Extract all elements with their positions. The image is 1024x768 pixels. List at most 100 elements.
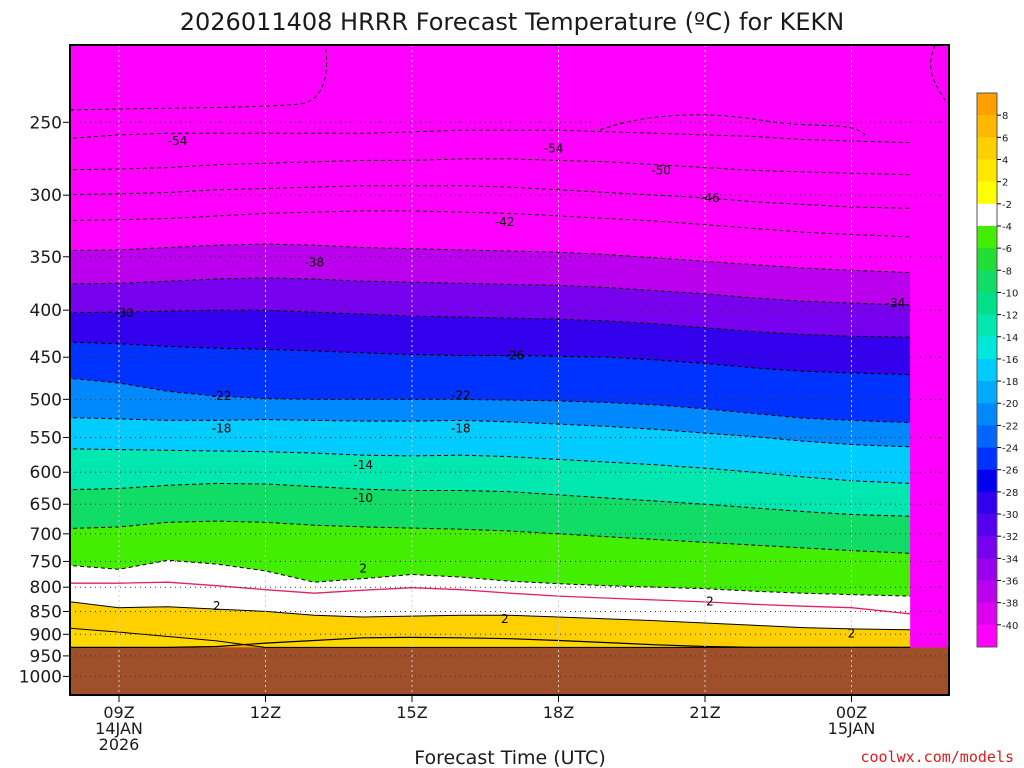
colorbar-label: -2 (1002, 200, 1012, 211)
colorbar-segment (977, 381, 997, 404)
colorbar-label: -34 (1002, 554, 1018, 565)
colorbar-segment (977, 514, 997, 537)
colorbar-label: -36 (1002, 577, 1018, 588)
isotherm-line (599, 114, 866, 136)
temperature-band (70, 130, 911, 175)
colorbar-segment (977, 292, 997, 316)
colorbar-label: -20 (1002, 399, 1018, 410)
colorbar: 8 6 4 2 -2 -4 -6 -8 -10 -12 -14 -16 -18 -20 -22 -24 -26 -… (976, 92, 1018, 648)
contour-label: -62 (41, 61, 61, 75)
y-tick-label: 1000 (19, 667, 62, 687)
colorbar-label: -8 (1002, 266, 1012, 277)
contour-label: -46 (700, 191, 720, 205)
isotherm-line (70, 277, 911, 306)
y-tick-label: 400 (30, 301, 62, 321)
isotherm-line (70, 520, 911, 554)
contour-label: 2 (706, 594, 714, 608)
temperature-band (70, 244, 911, 306)
temperature-band (70, 310, 911, 375)
colorbar-segment (977, 181, 997, 205)
contour-label: -18 (451, 422, 471, 436)
contour-label: -10 (353, 491, 373, 505)
temperature-band (70, 378, 911, 447)
colorbar-label: -38 (1002, 599, 1018, 610)
isotherm-line (70, 601, 911, 631)
colorbar-label: 4 (1002, 155, 1008, 166)
x-tick-label: 14JAN (95, 719, 143, 738)
temperature-band (70, 277, 911, 338)
temperature-band (70, 601, 911, 648)
plot-area: -62 -54 -54 -50 -46 -42 -38 -34 -30 -26 -22 -22 -18 -… (41, 45, 949, 695)
y-tick-label: 950 (30, 647, 62, 667)
y-tick-label: 300 (30, 186, 62, 206)
x-tick-label: 18Z (543, 703, 574, 722)
contour-label: -14 (353, 458, 373, 472)
colorbar-segment (977, 425, 997, 449)
isotherm-line (70, 210, 911, 238)
colorbar-segment (977, 336, 997, 360)
isotherm-line (70, 243, 911, 273)
credit-link[interactable]: coolwx.com/models (860, 748, 1014, 766)
temperature-band (70, 448, 911, 517)
contour-label: -54 (168, 134, 188, 148)
contour-label: -54 (544, 142, 564, 156)
colorbar-segment (977, 203, 997, 227)
x-tick-label: 21Z (689, 703, 720, 722)
isotherm-line (70, 158, 911, 176)
contour-label: -38 (305, 255, 325, 269)
colorbar-segment (977, 225, 997, 249)
colorbar-label: -40 (1002, 621, 1018, 632)
y-tick-label: 650 (30, 495, 62, 515)
x-tick-label: 09Z (103, 703, 134, 722)
colorbar-label: -4 (1002, 222, 1012, 233)
colorbar-label: -14 (1002, 333, 1018, 344)
colorbar-label: -16 (1002, 355, 1018, 366)
x-tick-label: 2026 (99, 735, 140, 754)
colorbar-segment (977, 580, 997, 604)
colorbar-segment (977, 469, 997, 493)
colorbar-label: -28 (1002, 488, 1018, 499)
x-tick-label: 00Z (836, 703, 867, 722)
isotherm-line (70, 185, 911, 209)
temperature-band (70, 521, 911, 597)
colorbar-label: -26 (1002, 466, 1018, 477)
x-axis-title: Forecast Time (UTC) (414, 747, 605, 768)
contour-label: -18 (212, 422, 232, 436)
y-tick-label: 700 (30, 525, 62, 545)
colorbar-segment (977, 536, 997, 559)
warm-pocket-line (70, 636, 911, 648)
temperature-band (70, 483, 911, 554)
above-freezing-white-band (70, 582, 911, 630)
isotherm-line (70, 309, 911, 338)
y-tick-label: 750 (30, 552, 62, 572)
plot-frame (69, 44, 950, 696)
axes: 250 300 350 400 450 500 550 600 650 700 750 800 850 9… (19, 44, 950, 754)
y-tick-label: 900 (30, 625, 62, 645)
isotherm-line (70, 129, 911, 144)
colorbar-segment (977, 447, 997, 471)
freezing-line (70, 581, 911, 615)
colorbar-segment (977, 159, 997, 183)
isotherm-line (70, 482, 911, 517)
y-tick-label: 850 (30, 602, 62, 622)
x-tick-label: 15JAN (828, 719, 876, 738)
colorbar-segment (977, 115, 997, 138)
colorbar-label: 2 (1002, 178, 1008, 189)
y-tick-label: 800 (30, 578, 62, 598)
colorbar-label: -12 (1002, 311, 1018, 322)
isotherm-line (70, 45, 946, 111)
temperature-band (70, 185, 911, 237)
colorbar-label: 8 (1002, 111, 1008, 122)
y-tick-label: 350 (30, 248, 62, 268)
y-tick-label: 600 (30, 463, 62, 483)
contour-label: -42 (495, 215, 515, 229)
x-tick-label: 12Z (250, 703, 281, 722)
contour-label: 2 (359, 561, 367, 575)
x-tick-label: 15Z (396, 703, 427, 722)
y-tick-label: 250 (30, 113, 62, 133)
colorbar-label: -6 (1002, 244, 1012, 255)
colorbar-frame (976, 92, 998, 648)
y-tick-label: 450 (30, 348, 62, 368)
isotherm-line (70, 448, 911, 484)
